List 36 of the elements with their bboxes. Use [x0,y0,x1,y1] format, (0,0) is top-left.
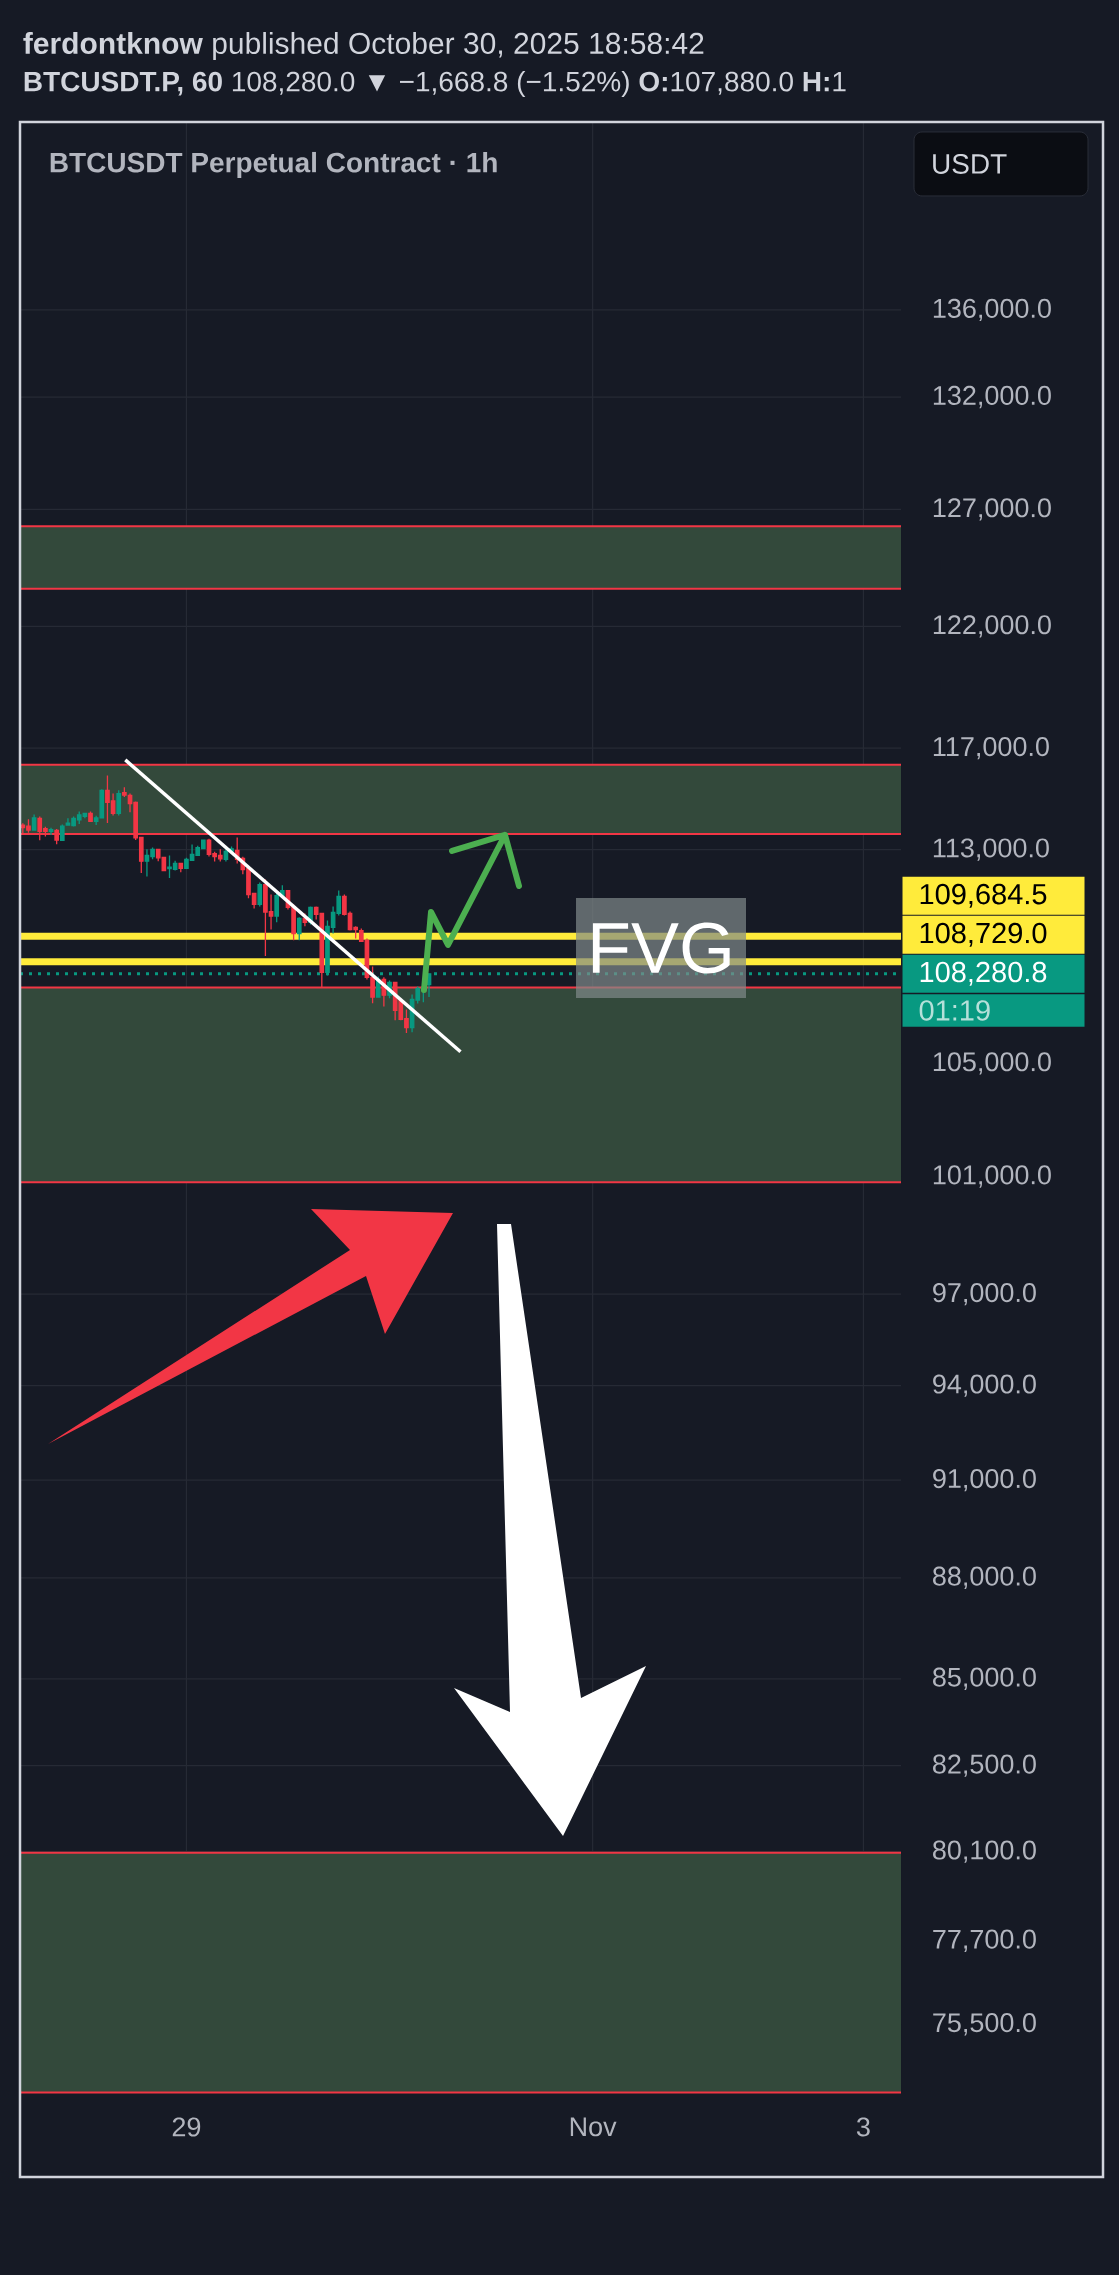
y-tick-label: 91,000.0 [933,1469,1036,1492]
y-tick-label: 101,000.0 [933,1165,1051,1188]
x-tick-label: 29 [172,2117,201,2137]
x-tick-label: 3 [856,2117,870,2137]
candlestick [296,916,302,941]
y-tick-label: 132,000.0 [933,385,1051,409]
ref-line-label: 108,280.8 [920,961,1047,986]
y-tick-label: 113,000.0 [933,838,1049,861]
y-tick-label: 94,000.0 [933,1374,1036,1397]
candlestick [178,862,184,873]
annotation: FVG [592,922,730,974]
y-tick-label: 127,000.0 [933,498,1051,521]
chart-title: ferdontknow published October 30, 2025 18:58:42 [23,32,704,60]
x-tick-label: Nov [570,2117,617,2137]
y-tick-label: 97,000.0 [933,1283,1036,1306]
text: USDT [933,154,1007,174]
y-tick-label: 85,000.0 [933,1667,1036,1690]
y-tick-label: 82,500.0 [933,1754,1036,1777]
y-tick-label: 117,000.0 [933,737,1049,760]
ref-line-label: 109,684.5 [920,883,1047,908]
candlestick [59,823,65,841]
chart-subtitle: BTCUSDT.P, 60 108,280.0 ▼ −1,668.8 (−1.52%) O:107,880.0 H:1 [24,70,846,98]
annotation: BTCUSDT Perpetual Contract · 1h [50,151,497,179]
y-tick-label: 80,100.0 [933,1840,1036,1863]
y-tick-label: 75,500.0 [933,2013,1036,2036]
y-tick-label: 77,700.0 [933,1929,1036,1952]
candlestick [48,827,54,836]
candlestick [257,881,263,908]
text: 01:19 [919,1000,990,1021]
y-tick-label: 136,000.0 [933,298,1051,322]
y-tick-label: 122,000.0 [933,615,1051,638]
candlestick [88,810,93,822]
y-tick-label: 88,000.0 [933,1566,1036,1589]
y-tick-label: 105,000.0 [933,1052,1051,1075]
ref-line-label: 108,729.0 [920,922,1047,947]
candlestick [116,789,122,817]
